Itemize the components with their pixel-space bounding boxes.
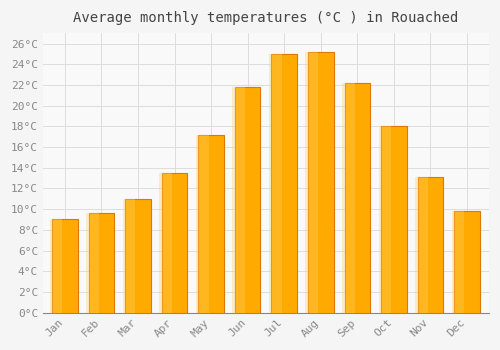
Bar — [418, 177, 443, 313]
Bar — [232, 87, 245, 313]
Bar — [162, 173, 188, 313]
Bar — [378, 126, 392, 313]
Bar — [381, 126, 406, 313]
Bar — [235, 87, 260, 313]
Bar — [415, 177, 428, 313]
Bar — [196, 135, 208, 313]
Bar — [269, 54, 281, 313]
Bar — [272, 54, 297, 313]
Bar — [198, 135, 224, 313]
Bar — [88, 213, 114, 313]
Bar — [344, 83, 370, 313]
Title: Average monthly temperatures (°C ) in Rouached: Average monthly temperatures (°C ) in Ro… — [74, 11, 458, 25]
Bar — [86, 213, 99, 313]
Bar — [125, 199, 151, 313]
Bar — [306, 52, 318, 313]
Bar — [159, 173, 172, 313]
Bar — [52, 219, 78, 313]
Bar — [452, 211, 464, 313]
Bar — [308, 52, 334, 313]
Bar — [50, 219, 62, 313]
Bar — [342, 83, 354, 313]
Bar — [122, 199, 136, 313]
Bar — [454, 211, 480, 313]
